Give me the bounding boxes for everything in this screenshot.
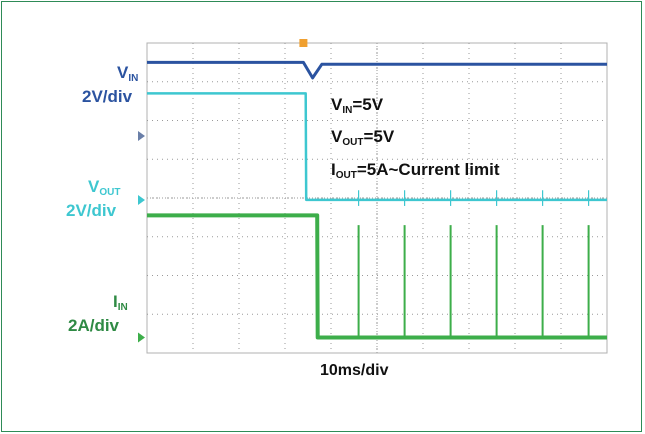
vout-channel-label: VOUT	[88, 177, 121, 198]
annotation-vout: VOUT=5V	[331, 127, 395, 148]
ch3-marker	[138, 332, 145, 343]
trace-vout	[147, 92, 607, 202]
ch1-marker	[138, 131, 145, 141]
vin-scale-label: 2V/div	[82, 87, 133, 106]
vin-channel-label: VIN	[117, 63, 139, 84]
iin-scale-label: 2A/div	[68, 316, 120, 335]
trace-iin	[147, 213, 607, 340]
ch2-marker	[138, 194, 145, 205]
annotation-iout: IOUT=5A~Current limit	[331, 160, 500, 181]
trace-vin	[147, 60, 607, 80]
vout-scale-label: 2V/div	[66, 201, 117, 220]
timebase-label: 10ms/div	[320, 362, 389, 379]
iin-channel-label: IIN	[113, 292, 128, 313]
annotation-vin: VIN=5V	[331, 95, 384, 116]
trigger-marker	[299, 39, 308, 47]
